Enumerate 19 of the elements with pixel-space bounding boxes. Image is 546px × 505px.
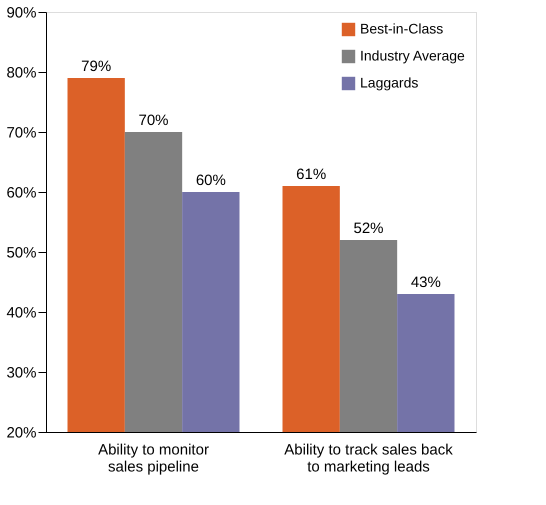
data-label: 70% xyxy=(138,112,169,129)
y-tick-label: 30% xyxy=(6,364,36,382)
legend-label: Best-in-Class xyxy=(360,20,444,36)
y-tick-label: 70% xyxy=(6,124,36,142)
data-label: 61% xyxy=(296,166,326,183)
x-tick-label: Ability to monitor sales pipeline xyxy=(98,442,209,476)
legend-label: Industry Average xyxy=(360,48,466,64)
y-tick-label: 40% xyxy=(6,304,36,322)
y-tick-label: 80% xyxy=(6,64,36,82)
data-label: 43% xyxy=(410,274,441,291)
x-tick-label: Ability to track sales back to marketing leads xyxy=(284,442,454,476)
data-label: 60% xyxy=(196,172,226,189)
data-label: 52% xyxy=(353,220,384,237)
y-tick-label: 50% xyxy=(6,244,36,262)
y-tick-label: 60% xyxy=(6,184,36,202)
y-tick-label: 90% xyxy=(6,4,36,22)
data-label: 79% xyxy=(81,58,112,75)
legend-label: Laggards xyxy=(360,74,418,90)
y-tick-label: 20% xyxy=(6,424,36,442)
